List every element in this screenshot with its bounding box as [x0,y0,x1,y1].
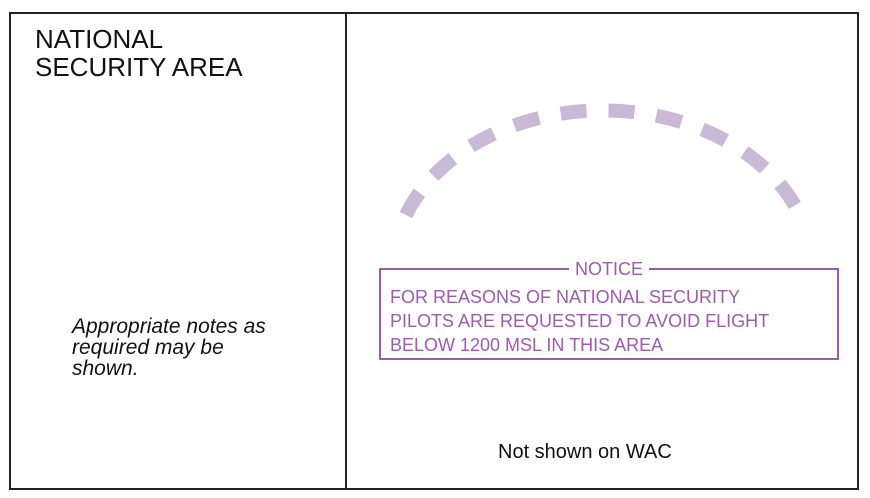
legend-title-line: NATIONAL [35,24,164,54]
legend-title-line: SECURITY AREA [35,52,243,82]
notice-line: PILOTS ARE REQUESTED TO AVOID FLIGHT [390,311,770,331]
nsa-boundary-symbol [399,103,807,219]
not-shown-note: Not shown on WAC [498,441,672,463]
notes-line: required may be [72,336,224,359]
notice-box: NOTICE FOR REASONS OF NATIONAL SECURITY … [379,258,839,360]
column-divider [345,12,347,490]
notes-line: Appropriate notes as [72,315,266,338]
notes-line: shown. [72,357,139,380]
nsa-dashed-arc [399,103,807,219]
notice-text: FOR REASONS OF NATIONAL SECURITY PILOTS … [390,285,769,357]
notice-line: FOR REASONS OF NATIONAL SECURITY [390,287,741,307]
notice-title: NOTICE [568,258,650,280]
notice-line: BELOW 1200 MSL IN THIS AREA [390,335,664,355]
legend-frame [9,12,859,490]
legend-notes: Appropriate notes as required may be sho… [72,316,342,379]
legend-title: NATIONAL SECURITY AREA [35,25,243,81]
